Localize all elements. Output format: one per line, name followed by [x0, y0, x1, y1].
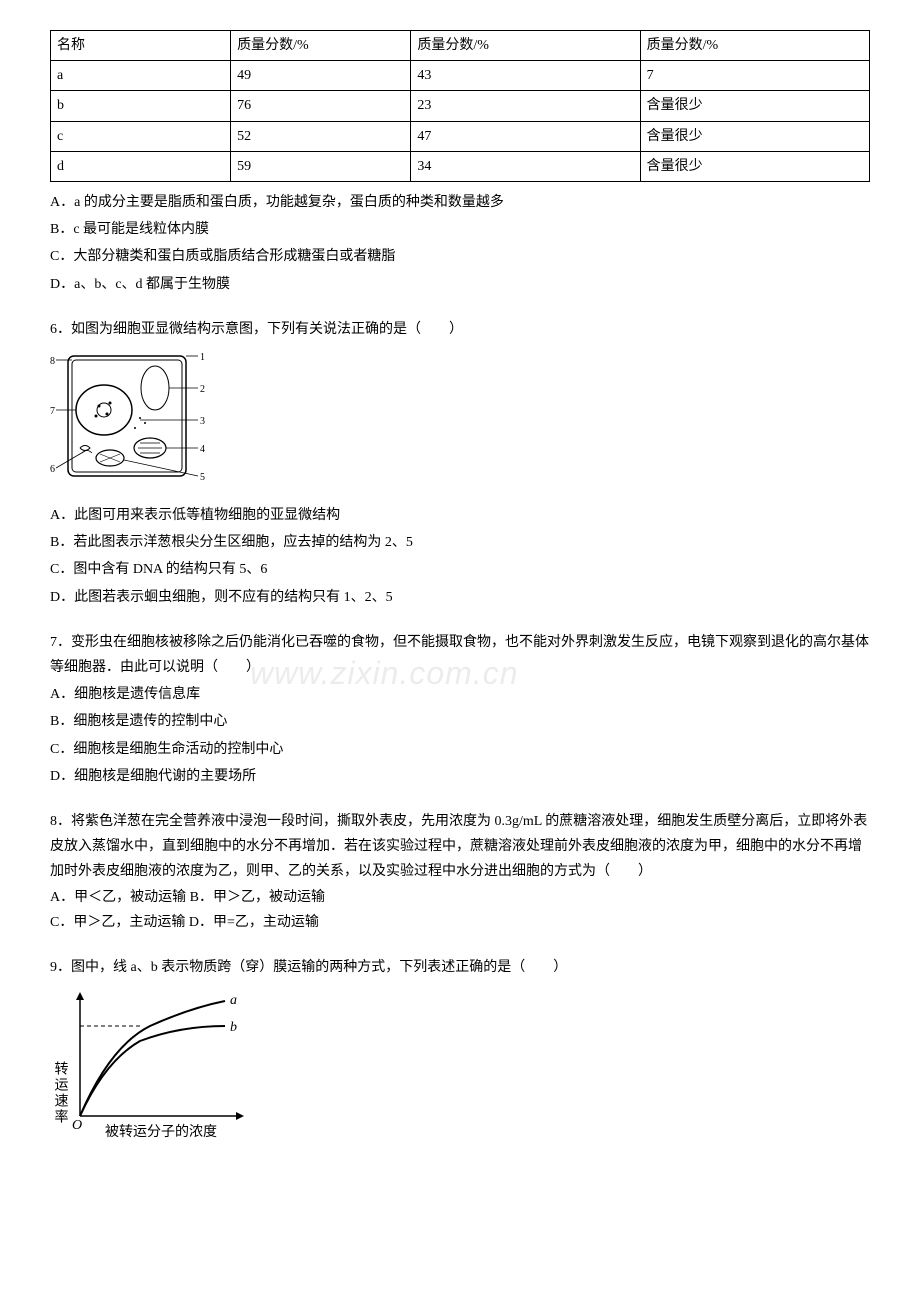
- y-axis-label: 转运速率: [53, 1061, 69, 1125]
- label-6: 6: [50, 464, 55, 475]
- cell: 49: [231, 61, 411, 91]
- table-row: a 49 43 7: [51, 61, 870, 91]
- col-header: 质量分数/%: [411, 31, 640, 61]
- data-table: 名称 质量分数/% 质量分数/% 质量分数/% a 49 43 7 b 76 2…: [50, 30, 870, 182]
- col-header: 质量分数/%: [640, 31, 869, 61]
- cell: 43: [411, 61, 640, 91]
- col-header: 质量分数/%: [231, 31, 411, 61]
- options-line-2: C．甲＞乙，主动运输 D．甲=乙，主动运输: [50, 910, 870, 935]
- x-axis-label: 被转运分子的浓度: [105, 1124, 217, 1140]
- question-6: 6．如图为细胞亚显微结构示意图，下列有关说法正确的是（ ） 1: [50, 317, 870, 610]
- cell: 含量很少: [640, 121, 869, 151]
- option-a: A．甲＜乙，被动运输: [50, 890, 186, 905]
- question-8: 8．将紫色洋葱在完全营养液中浸泡一段时间，撕取外表皮，先用浓度为 0.3g/mL…: [50, 809, 870, 935]
- question-stem: 8．将紫色洋葱在完全营养液中浸泡一段时间，撕取外表皮，先用浓度为 0.3g/mL…: [50, 809, 870, 885]
- option-d: D．甲=乙，主动运输: [189, 915, 319, 930]
- option-c: C．大部分糖类和蛋白质或脂质结合形成糖蛋白或者糖脂: [50, 244, 870, 269]
- option-c: C．图中含有 DNA 的结构只有 5、6: [50, 557, 870, 582]
- cell: 76: [231, 91, 411, 121]
- question-stem: 6．如图为细胞亚显微结构示意图，下列有关说法正确的是（ ）: [50, 317, 870, 342]
- cell: 47: [411, 121, 640, 151]
- table-row: b 76 23 含量很少: [51, 91, 870, 121]
- option-a: A．细胞核是遗传信息库: [50, 682, 870, 707]
- cell: 7: [640, 61, 869, 91]
- option-c: C．细胞核是细胞生命活动的控制中心: [50, 737, 870, 762]
- question-stem: 7．变形虫在细胞核被移除之后仍能消化已吞噬的食物，但不能摄取食物，也不能对外界刺…: [50, 630, 870, 680]
- label-2: 2: [200, 384, 205, 395]
- label-3: 3: [200, 416, 205, 427]
- cell: 含量很少: [640, 151, 869, 181]
- option-b: B．c 最可能是线粒体内膜: [50, 217, 870, 242]
- table-row: d 59 34 含量很少: [51, 151, 870, 181]
- cell: 23: [411, 91, 640, 121]
- cell: 59: [231, 151, 411, 181]
- question-9: 9．图中，线 a、b 表示物质跨（穿）膜运输的两种方式，下列表述正确的是（ ） …: [50, 955, 870, 1155]
- option-d: D．a、b、c、d 都属于生物膜: [50, 272, 870, 297]
- options-line-1: A．甲＜乙，被动运输 B．甲＞乙，被动运输: [50, 885, 870, 910]
- option-d: D．细胞核是细胞代谢的主要场所: [50, 764, 870, 789]
- cell: 34: [411, 151, 640, 181]
- origin-label: O: [72, 1118, 82, 1133]
- cell: 52: [231, 121, 411, 151]
- label-4: 4: [200, 444, 205, 455]
- transport-chart: a b O 转运速率 被转运分子的浓度: [50, 986, 870, 1155]
- question-stem: 9．图中，线 a、b 表示物质跨（穿）膜运输的两种方式，下列表述正确的是（ ）: [50, 955, 870, 980]
- option-b: B．细胞核是遗传的控制中心: [50, 709, 870, 734]
- cell: a: [51, 61, 231, 91]
- cell: c: [51, 121, 231, 151]
- option-a: A．a 的成分主要是脂质和蛋白质，功能越复杂，蛋白质的种类和数量越多: [50, 190, 870, 215]
- option-b: B．甲＞乙，被动运输: [190, 890, 325, 905]
- curve-b-label: b: [230, 1020, 237, 1035]
- cell: b: [51, 91, 231, 121]
- option-b: B．若此图表示洋葱根尖分生区细胞，应去掉的结构为 2、5: [50, 530, 870, 555]
- label-1: 1: [200, 352, 205, 363]
- question-7: 7．变形虫在细胞核被移除之后仍能消化已吞噬的食物，但不能摄取食物，也不能对外界刺…: [50, 630, 870, 789]
- cell-diagram: 1 2 3 4 5 6 7 8: [50, 348, 870, 497]
- table-row: c 52 47 含量很少: [51, 121, 870, 151]
- cell: d: [51, 151, 231, 181]
- label-8: 8: [50, 356, 55, 367]
- question-5-options: A．a 的成分主要是脂质和蛋白质，功能越复杂，蛋白质的种类和数量越多 B．c 最…: [50, 190, 870, 297]
- option-d: D．此图若表示蛔虫细胞，则不应有的结构只有 1、2、5: [50, 585, 870, 610]
- label-5: 5: [200, 472, 205, 483]
- col-header: 名称: [51, 31, 231, 61]
- cell: 含量很少: [640, 91, 869, 121]
- option-a: A．此图可用来表示低等植物细胞的亚显微结构: [50, 503, 870, 528]
- curve-a-label: a: [230, 993, 237, 1008]
- table-header-row: 名称 质量分数/% 质量分数/% 质量分数/%: [51, 31, 870, 61]
- option-c: C．甲＞乙，主动运输: [50, 915, 185, 930]
- label-7: 7: [50, 406, 55, 417]
